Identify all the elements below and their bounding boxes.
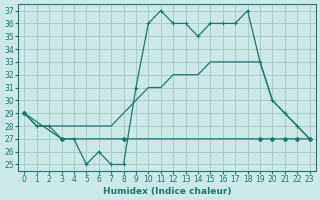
X-axis label: Humidex (Indice chaleur): Humidex (Indice chaleur) <box>103 187 231 196</box>
